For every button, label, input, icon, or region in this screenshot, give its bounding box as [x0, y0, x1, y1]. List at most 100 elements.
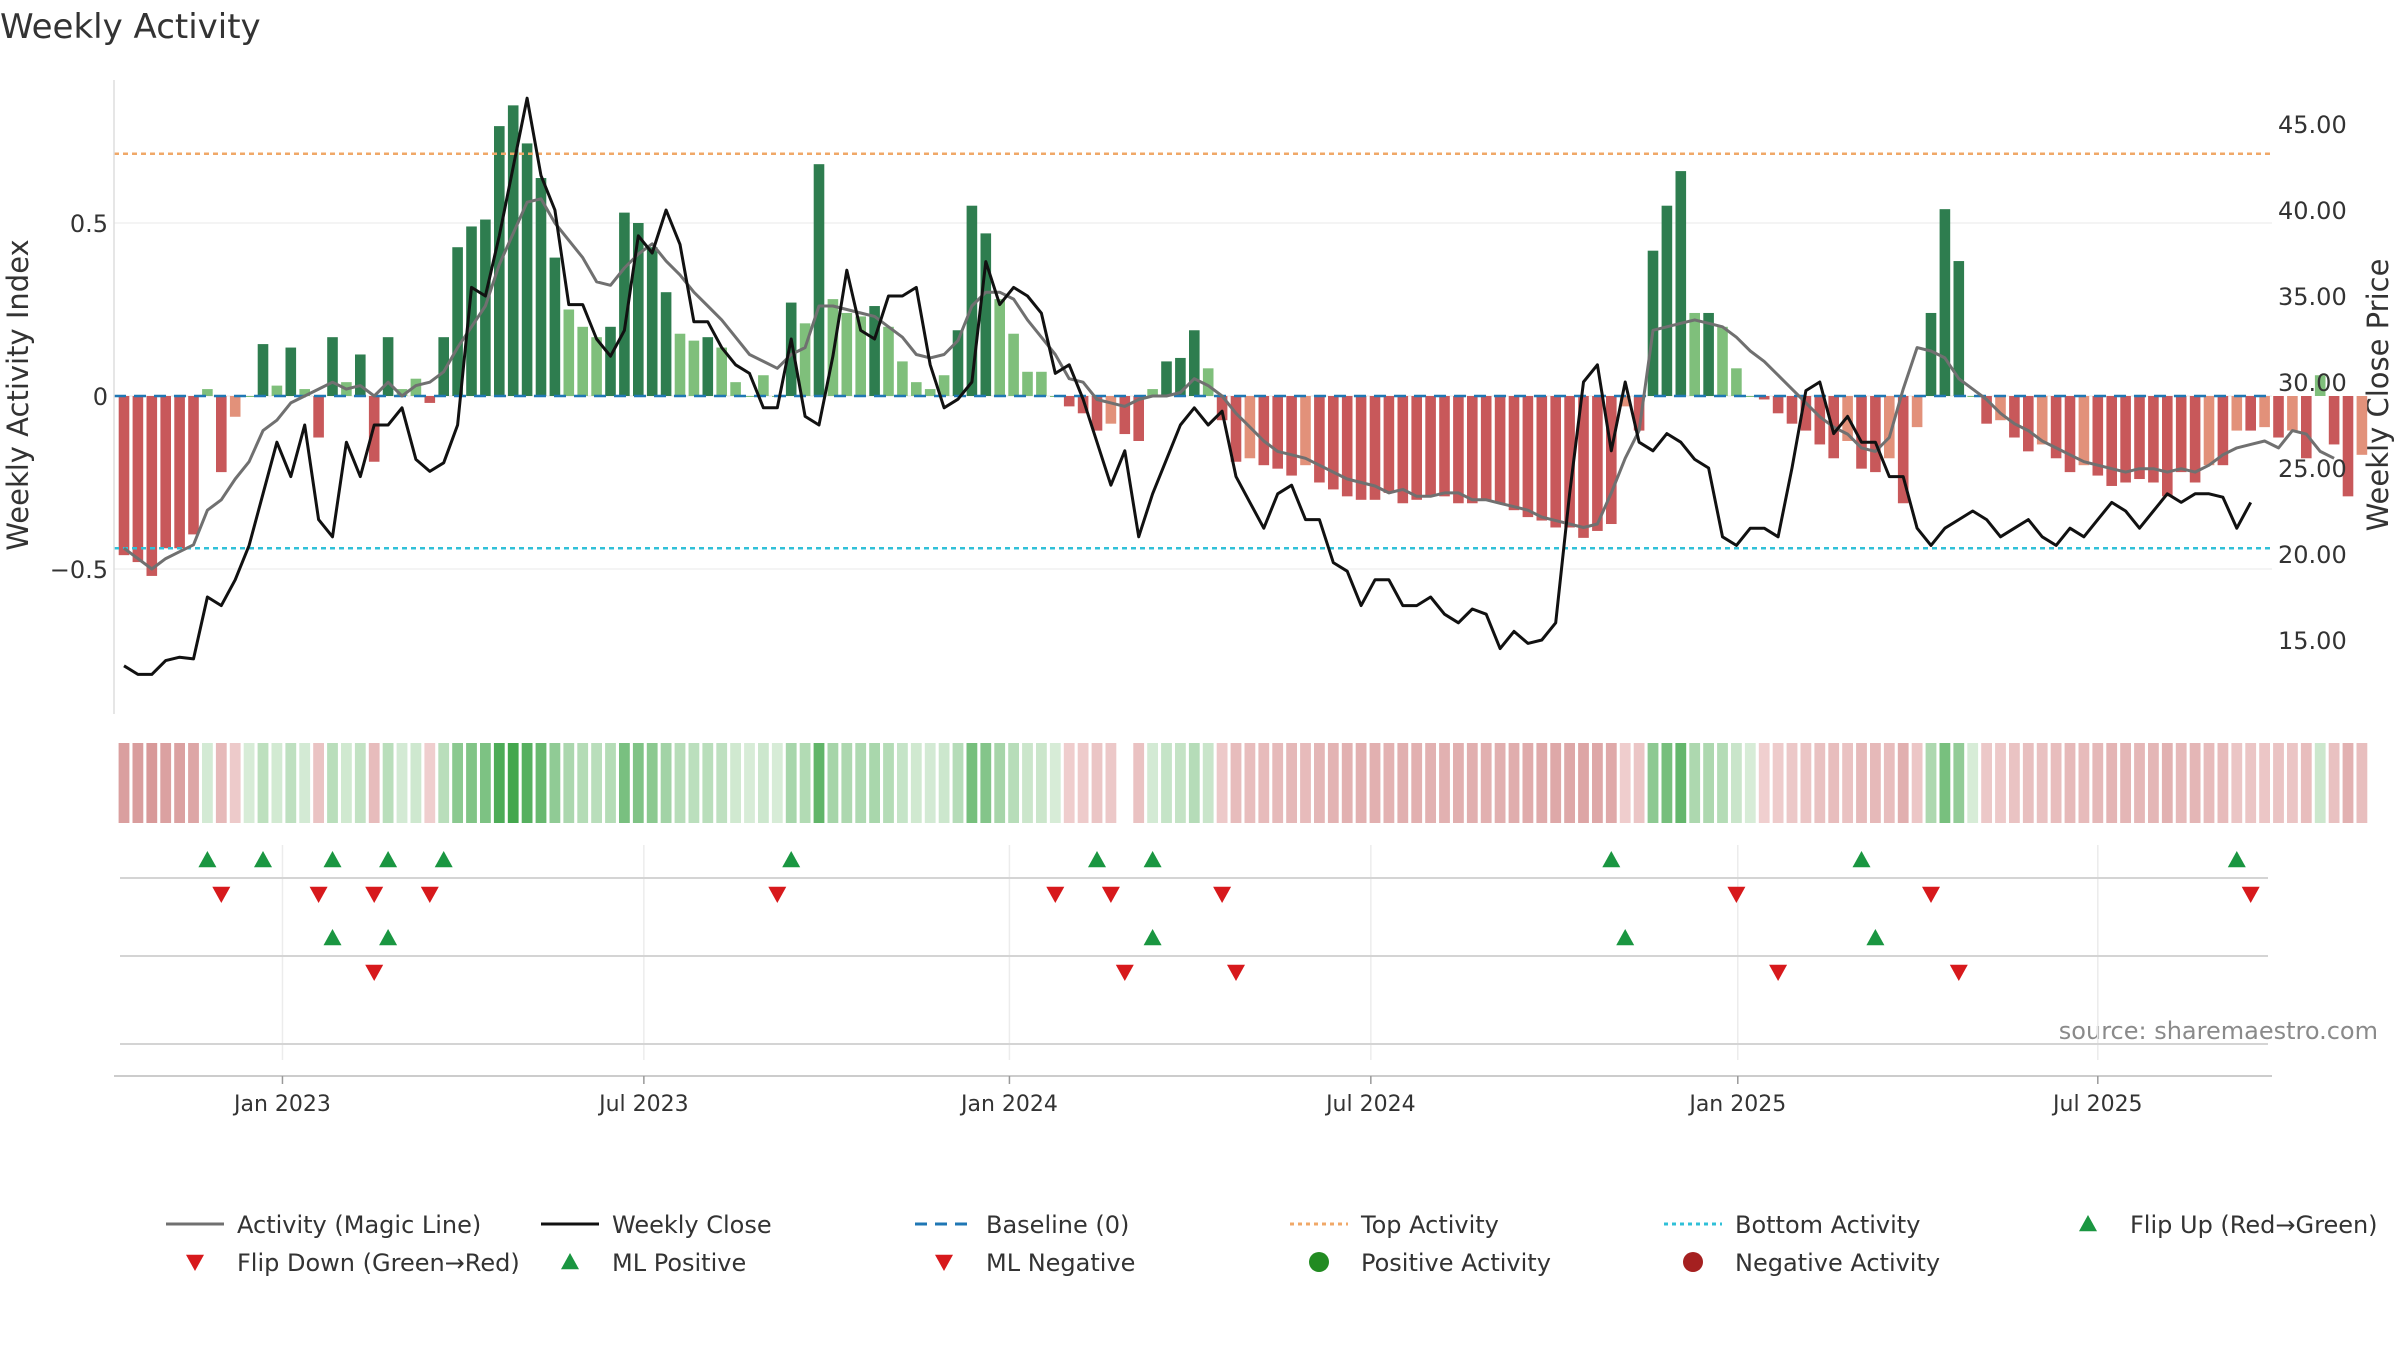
activity-bar: [174, 396, 185, 549]
x-tick-label: Jan 2023: [232, 1092, 331, 1117]
ml-negative-marker: [1115, 964, 1134, 981]
activity-bar: [646, 247, 658, 396]
activity-bar: [2245, 396, 2256, 431]
flip-down-marker: [309, 886, 328, 903]
activity-bar: [1314, 396, 1325, 483]
flip-up-marker: [379, 851, 398, 868]
flip-down-marker: [1922, 886, 1940, 903]
activity-bar: [1911, 396, 1923, 428]
heat-strip-cell: [883, 743, 894, 823]
activity-bar: [1564, 396, 1575, 528]
heat-strip-cell: [341, 743, 352, 823]
activity-bar: [688, 340, 700, 396]
legend-swatch: [561, 1253, 579, 1270]
activity-bar: [1328, 396, 1339, 490]
activity-bar: [966, 205, 978, 396]
flip-up-marker: [782, 851, 801, 868]
heat-strip-cell: [2231, 743, 2243, 823]
heat-strip-cell: [313, 743, 324, 823]
heat-strip-cell: [1480, 743, 1492, 823]
activity-bar: [1008, 333, 1019, 396]
y-tick-label: 0: [93, 383, 108, 411]
activity-bar: [1953, 261, 1965, 396]
activity-bar: [1689, 312, 1700, 396]
x-tick-label: Jul 2025: [2051, 1092, 2143, 1117]
activity-bar: [2134, 396, 2145, 480]
heat-strip-cell: [1717, 743, 1728, 823]
heat-strip-cell: [1619, 743, 1631, 823]
heat-strip-cell: [1453, 743, 1464, 823]
x-tick-label: Jan 2025: [1687, 1092, 1786, 1117]
heat-strip-cell: [271, 743, 283, 823]
activity-bar: [883, 326, 894, 396]
heat-strip-cell: [1772, 743, 1784, 823]
activity-bar: [911, 382, 922, 396]
magic-line: [123, 197, 2335, 571]
heat-strip-cell: [869, 743, 880, 823]
activity-bar: [257, 344, 269, 396]
heat-strip-cell: [646, 743, 658, 823]
activity-bar: [1063, 396, 1075, 407]
heat-strip-cell: [660, 743, 672, 823]
heat-strip-cell: [2022, 743, 2034, 823]
activity-bar: [924, 389, 936, 396]
heat-strip-cell: [1814, 743, 1826, 823]
heat-strip-cell: [257, 743, 269, 823]
activity-bar: [2175, 396, 2187, 473]
heat-strip-cell: [480, 743, 491, 823]
activity-bar: [1036, 371, 1047, 396]
activity-bar: [1286, 396, 1297, 476]
heat-strip-cell: [1161, 743, 1172, 823]
heat-strip-cell: [563, 743, 575, 823]
heat-strip-cell: [1800, 743, 1812, 823]
activity-bar: [730, 382, 741, 396]
heat-strip-cell: [2189, 743, 2201, 823]
heat-strip-cell: [1494, 743, 1506, 823]
activity-bar: [1675, 171, 1687, 396]
activity-bar: [355, 354, 366, 396]
heat-strip-cell: [1202, 743, 1214, 823]
heat-strip-cell: [368, 743, 380, 823]
activity-bar: [1661, 205, 1673, 396]
y2-tick-label: 45.00: [2278, 111, 2347, 139]
flip-down-marker: [1101, 886, 1120, 903]
legend-item: Weekly Close: [541, 1211, 772, 1239]
y2-tick-label: 25.00: [2278, 455, 2347, 483]
flip-up-marker: [434, 851, 453, 868]
heat-strip-cell: [1286, 743, 1297, 823]
activity-bar: [1189, 330, 1200, 396]
heat-strip-cell: [1411, 743, 1423, 823]
activity-bar: [2328, 396, 2340, 445]
activity-bar: [1939, 209, 1951, 396]
heat-strip-cell: [1758, 743, 1770, 823]
activity-bar: [1995, 396, 2006, 421]
heat-strip-cell: [1995, 743, 2006, 823]
activity-bar: [2023, 396, 2034, 452]
activity-bar: [452, 247, 463, 396]
heat-strip-cell: [1911, 743, 1923, 823]
flip-down-marker: [768, 886, 787, 903]
heat-strip-layer: [118, 743, 2368, 823]
heat-strip-cell: [2245, 743, 2257, 823]
activity-bar: [1077, 396, 1089, 414]
heat-strip-cell: [132, 743, 144, 823]
legend-item: ML Negative: [935, 1249, 1135, 1277]
activity-bar: [2078, 396, 2090, 466]
ml-positive-marker: [1143, 929, 1162, 946]
heat-strip-cell: [2342, 743, 2354, 823]
heat-strip-cell: [1939, 743, 1951, 823]
flip-up-marker: [1143, 851, 1162, 868]
flip-up-marker: [198, 851, 217, 868]
heat-strip-cell: [1953, 743, 1965, 823]
heat-strip-cell: [619, 743, 630, 823]
flip-down-marker: [420, 886, 439, 903]
heat-strip-cell: [327, 743, 338, 823]
heat-strip-cell: [966, 743, 978, 823]
x-axis-layer: Jan 2023 Jul 2023 Jan 2024 Jul 2024 Jan 2025…: [114, 1075, 2272, 1117]
ml-negative-marker: [1769, 964, 1788, 981]
activity-bar: [855, 316, 866, 396]
legend-item: Flip Up (Red→Green): [2079, 1211, 2378, 1239]
ml-positive-marker: [1866, 929, 1885, 946]
